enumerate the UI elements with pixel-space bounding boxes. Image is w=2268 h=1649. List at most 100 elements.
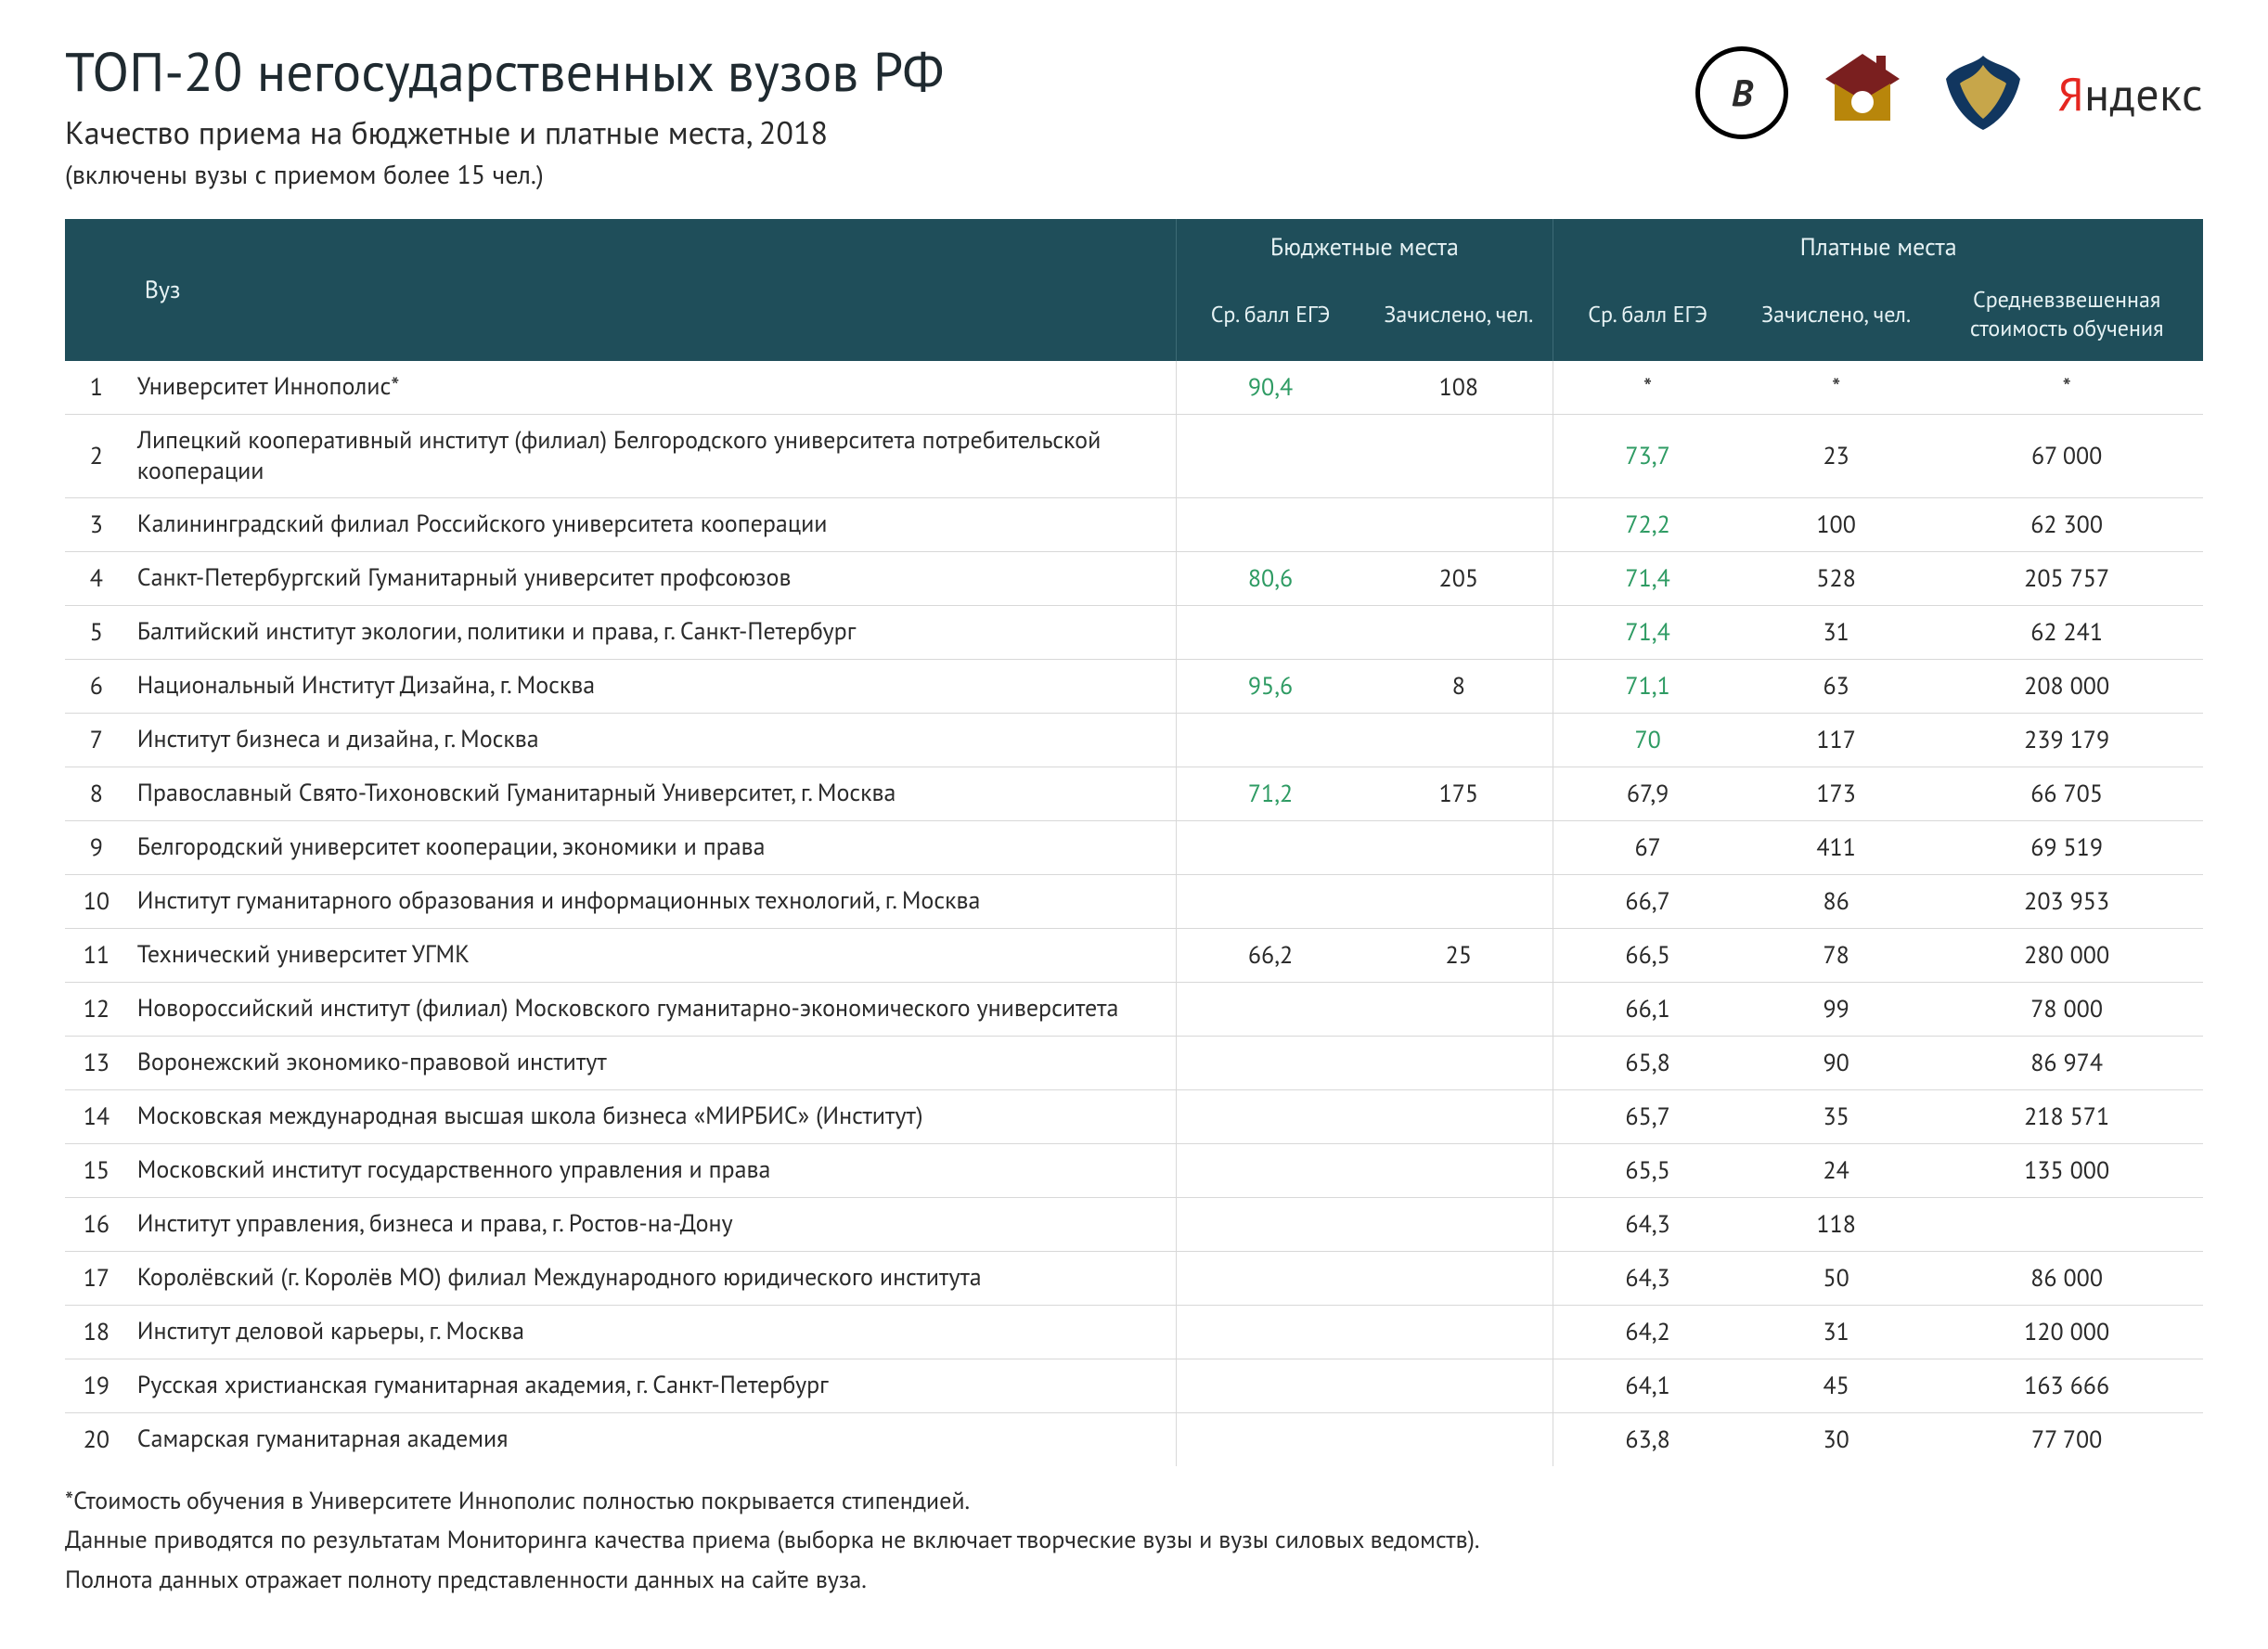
hse-logo-icon: В [1695,46,1788,139]
cell-rank: 7 [65,714,128,767]
hse-logo-letter: В [1732,69,1753,117]
cell-budget-enrolled [1364,415,1553,498]
page-subtitle: Качество приема на бюджетные и платные м… [65,112,945,153]
cell-cost: 66 705 [1930,767,2203,821]
cell-paid-score: * [1553,361,1742,415]
yandex-logo: Яндекс [2057,63,2203,123]
cell-cost: 86 000 [1930,1252,2203,1306]
cell-budget-enrolled [1364,983,1553,1037]
cell-budget-score [1176,1413,1364,1467]
cell-paid-score: 70 [1553,714,1742,767]
cell-rank: 2 [65,415,128,498]
cell-paid-enrolled: 90 [1742,1037,1930,1090]
emblem-2-icon [1937,46,2030,139]
cell-cost: 218 571 [1930,1090,2203,1144]
cell-paid-score: 65,5 [1553,1144,1742,1198]
cell-rank: 8 [65,767,128,821]
table-row: 14Московская международная высшая школа … [65,1090,2203,1144]
logo-row: В Яндекс [1695,37,2203,139]
cell-budget-enrolled [1364,821,1553,875]
cell-cost: 69 519 [1930,821,2203,875]
cell-budget-score [1176,1090,1364,1144]
cell-cost: 86 974 [1930,1037,2203,1090]
cell-rank: 16 [65,1198,128,1252]
cell-budget-enrolled [1364,1413,1553,1467]
footnotes: *Стоимость обучения в Университете Инноп… [65,1485,2203,1597]
cell-uni: Институт управления, бизнеса и права, г.… [128,1198,1176,1252]
cell-rank: 12 [65,983,128,1037]
cell-budget-enrolled [1364,606,1553,660]
cell-budget-score [1176,1359,1364,1413]
table-row: 16Институт управления, бизнеса и права, … [65,1198,2203,1252]
cell-cost [1930,1198,2203,1252]
col-uni: Вуз [128,219,1176,361]
cell-paid-enrolled: 100 [1742,498,1930,552]
cell-budget-score [1176,714,1364,767]
cell-cost: 239 179 [1930,714,2203,767]
col-budget-enrolled: Зачислено, чел. [1364,276,1553,361]
cell-cost: 120 000 [1930,1306,2203,1359]
col-group-paid: Платные места [1553,219,2203,276]
cell-paid-score: 71,4 [1553,606,1742,660]
cell-uni: Калининградский филиал Российского униве… [128,498,1176,552]
cell-uni: Воронежский экономико-правовой институт [128,1037,1176,1090]
cell-cost: 62 241 [1930,606,2203,660]
cell-budget-enrolled [1364,498,1553,552]
cell-cost: 78 000 [1930,983,2203,1037]
table-row: 13Воронежский экономико-правовой институ… [65,1037,2203,1090]
cell-budget-score: 95,6 [1176,660,1364,714]
cell-budget-score [1176,1252,1364,1306]
table-row: 1Университет Иннополис*90,4108*** [65,361,2203,415]
yandex-y: Я [2057,63,2084,123]
table-row: 17Королёвский (г. Королёв МО) филиал Меж… [65,1252,2203,1306]
page-title: ТОП-20 негосударственных вузов РФ [65,37,945,107]
cell-paid-score: 63,8 [1553,1413,1742,1467]
cell-budget-score [1176,875,1364,929]
cell-budget-score: 71,2 [1176,767,1364,821]
cell-budget-score [1176,1144,1364,1198]
col-paid-score: Ср. балл ЕГЭ [1553,276,1742,361]
cell-cost: 203 953 [1930,875,2203,929]
cell-paid-enrolled: 50 [1742,1252,1930,1306]
cell-rank: 3 [65,498,128,552]
cell-paid-score: 73,7 [1553,415,1742,498]
cell-paid-score: 66,1 [1553,983,1742,1037]
cell-paid-enrolled: 23 [1742,415,1930,498]
cell-budget-score [1176,606,1364,660]
cell-rank: 10 [65,875,128,929]
cell-paid-enrolled: 63 [1742,660,1930,714]
table-row: 20Самарская гуманитарная академия63,8307… [65,1413,2203,1467]
cell-uni: Королёвский (г. Королёв МО) филиал Между… [128,1252,1176,1306]
cell-budget-score [1176,1037,1364,1090]
cell-budget-score: 90,4 [1176,361,1364,415]
table-row: 9Белгородский университет кооперации, эк… [65,821,2203,875]
cell-uni: Новороссийский институт (филиал) Московс… [128,983,1176,1037]
cell-rank: 13 [65,1037,128,1090]
cell-cost: 62 300 [1930,498,2203,552]
cell-paid-score: 66,5 [1553,929,1742,983]
cell-paid-enrolled: 118 [1742,1198,1930,1252]
cell-uni: Самарская гуманитарная академия [128,1413,1176,1467]
cell-paid-score: 64,1 [1553,1359,1742,1413]
cell-paid-enrolled: 99 [1742,983,1930,1037]
cell-cost: 135 000 [1930,1144,2203,1198]
cell-paid-enrolled: 528 [1742,552,1930,606]
cell-budget-enrolled [1364,1252,1553,1306]
cell-budget-enrolled: 108 [1364,361,1553,415]
cell-paid-score: 64,3 [1553,1252,1742,1306]
table-row: 3Калининградский филиал Российского унив… [65,498,2203,552]
cell-budget-score: 66,2 [1176,929,1364,983]
cell-paid-enrolled: 173 [1742,767,1930,821]
table-row: 15Московский институт государственного у… [65,1144,2203,1198]
cell-paid-enrolled: 45 [1742,1359,1930,1413]
cell-paid-enrolled: 117 [1742,714,1930,767]
cell-rank: 20 [65,1413,128,1467]
cell-paid-enrolled: 86 [1742,875,1930,929]
cell-uni: Национальный Институт Дизайна, г. Москва [128,660,1176,714]
cell-budget-score [1176,498,1364,552]
cell-uni: Институт бизнеса и дизайна, г. Москва [128,714,1176,767]
cell-uni: Институт гуманитарного образования и инф… [128,875,1176,929]
cell-rank: 9 [65,821,128,875]
cell-cost: 67 000 [1930,415,2203,498]
col-budget-score: Ср. балл ЕГЭ [1176,276,1364,361]
